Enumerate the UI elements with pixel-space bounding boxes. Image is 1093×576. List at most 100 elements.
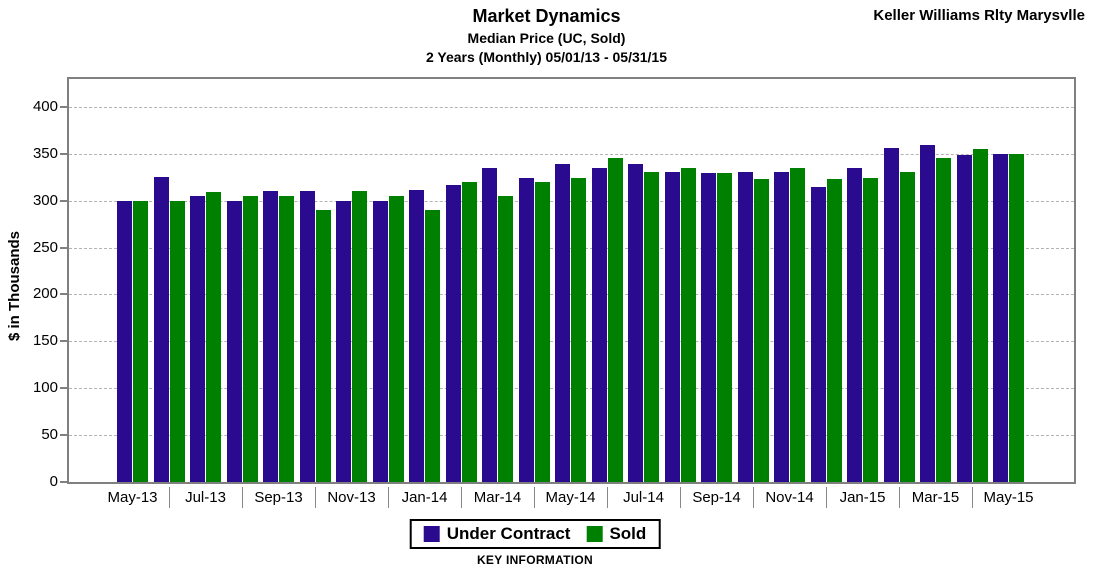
- bar-under-contract-Feb-15: [883, 148, 899, 482]
- x-tick-separator: [315, 487, 316, 508]
- x-tick-label-Sep-14: Sep-14: [692, 489, 741, 506]
- company-name: Keller Williams Rlty Marysvlle: [873, 7, 1085, 24]
- chart-subtitle: Median Price (UC, Sold): [467, 29, 626, 46]
- bar-sold-Nov-13: [352, 191, 367, 482]
- y-tick-label: 400: [32, 97, 58, 115]
- bar-under-contract-Sep-13: [263, 191, 278, 482]
- x-tick-separator: [680, 487, 681, 508]
- bars-container: [117, 79, 1024, 482]
- bar-under-contract-Jun-14: [591, 167, 607, 482]
- bar-group-Feb-14: [445, 79, 477, 482]
- bar-under-contract-Jul-13: [190, 195, 205, 482]
- bar-group-Jul-13: [190, 79, 221, 482]
- bar-under-contract-Mar-15: [920, 145, 935, 482]
- y-tick-mark: [60, 152, 67, 155]
- bar-sold-Oct-14: [753, 179, 769, 482]
- bar-sold-May-13: [133, 200, 148, 482]
- bar-group-Nov-13: [336, 79, 367, 482]
- y-tick-mark: [60, 199, 67, 202]
- bar-sold-Nov-14: [790, 167, 805, 482]
- y-tick-mark: [60, 105, 67, 108]
- y-tick-mark: [60, 246, 67, 249]
- x-tick-label-Jul-14: Jul-14: [623, 489, 664, 506]
- bar-under-contract-May-13: [117, 200, 132, 482]
- bar-under-contract-Dec-13: [372, 200, 388, 482]
- legend-label: Under Contract: [446, 524, 571, 543]
- bar-group-Mar-15: [920, 79, 951, 482]
- chart-period: 2 Years (Monthly) 05/01/13 - 05/31/15: [426, 49, 667, 65]
- bar-under-contract-Sep-14: [701, 173, 716, 482]
- x-tick-separator: [534, 487, 535, 508]
- bar-group-Jan-14: [409, 79, 440, 482]
- gridline-400: [69, 106, 1074, 108]
- bar-sold-May-14: [571, 178, 586, 482]
- bar-under-contract-May-14: [555, 164, 570, 482]
- bar-group-Apr-15: [956, 79, 988, 482]
- x-tick-separator: [461, 487, 462, 508]
- x-tick-label-Mar-14: Mar-14: [473, 489, 522, 506]
- x-tick-label-Jul-13: Jul-13: [185, 489, 226, 506]
- x-tick-separator: [242, 487, 243, 508]
- bar-sold-Aug-13: [242, 195, 258, 482]
- x-tick-separator: [826, 487, 827, 508]
- bar-group-Sep-13: [263, 79, 294, 482]
- legend-item-under-contract: Under Contract: [423, 524, 571, 544]
- bar-group-Nov-14: [774, 79, 805, 482]
- bar-under-contract-Jun-13: [153, 177, 169, 482]
- bar-sold-Aug-14: [680, 167, 696, 482]
- x-tick-separator: [753, 487, 754, 508]
- bar-group-May-15: [993, 79, 1024, 482]
- bar-group-Mar-14: [482, 79, 513, 482]
- x-tick-label-Mar-15: Mar-15: [911, 489, 960, 506]
- x-tick-separator: [972, 487, 973, 508]
- bar-sold-Oct-13: [315, 209, 331, 482]
- x-tick-label-May-15: May-15: [983, 489, 1034, 506]
- x-tick-label-Jan-14: Jan-14: [401, 489, 448, 506]
- bar-under-contract-Mar-14: [482, 167, 497, 482]
- y-tick-label: 50: [41, 426, 58, 444]
- bar-under-contract-Jan-14: [409, 190, 424, 482]
- bar-group-Aug-13: [226, 79, 258, 482]
- bar-under-contract-Oct-14: [737, 172, 753, 482]
- bar-sold-Feb-14: [461, 181, 477, 482]
- bar-under-contract-Oct-13: [299, 191, 315, 482]
- x-tick-label-Nov-13: Nov-13: [327, 489, 376, 506]
- bar-sold-Apr-14: [534, 181, 550, 482]
- y-tick-label: 0: [49, 473, 58, 490]
- x-tick-label-May-13: May-13: [107, 489, 158, 506]
- bar-sold-Jun-13: [169, 200, 185, 482]
- bar-under-contract-Feb-14: [445, 184, 461, 482]
- bar-under-contract-Apr-14: [518, 178, 534, 482]
- y-tick-label: 350: [32, 144, 58, 162]
- gridline-350: [69, 153, 1074, 155]
- bar-sold-Mar-15: [936, 158, 951, 482]
- bar-group-Jan-15: [847, 79, 878, 482]
- legend-label: Sold: [609, 524, 647, 543]
- bar-under-contract-Apr-15: [956, 154, 972, 482]
- y-tick-label: 150: [32, 332, 58, 350]
- legend-swatch: [586, 526, 603, 542]
- bar-under-contract-Aug-14: [664, 172, 680, 482]
- bar-under-contract-Dec-14: [810, 187, 826, 482]
- bar-group-Apr-14: [518, 79, 550, 482]
- bar-sold-Mar-14: [498, 195, 513, 482]
- bar-group-May-13: [117, 79, 148, 482]
- bar-sold-Jun-14: [607, 158, 623, 482]
- bar-group-Jun-13: [153, 79, 185, 482]
- bar-sold-Sep-14: [717, 173, 732, 482]
- x-tick-label-Sep-13: Sep-13: [254, 489, 303, 506]
- y-tick-label: 250: [32, 238, 58, 256]
- legend-item-sold: Sold: [586, 524, 646, 544]
- bar-under-contract-Jul-14: [628, 164, 643, 482]
- bar-sold-Apr-15: [972, 149, 988, 482]
- bar-sold-Dec-14: [826, 179, 842, 482]
- bar-under-contract-Aug-13: [226, 200, 242, 482]
- bar-group-Sep-14: [701, 79, 732, 482]
- y-tick-mark: [60, 340, 67, 343]
- bar-sold-Feb-15: [899, 172, 915, 482]
- y-tick-label: 300: [32, 191, 58, 209]
- bar-sold-Sep-13: [279, 195, 294, 482]
- bar-sold-Jul-14: [644, 172, 659, 482]
- bar-group-Oct-13: [299, 79, 331, 482]
